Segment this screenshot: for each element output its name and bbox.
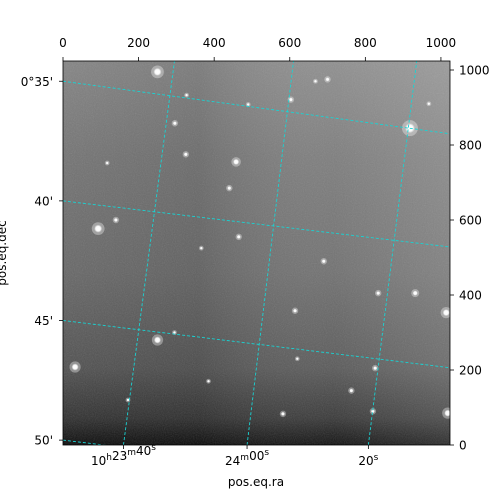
star bbox=[293, 308, 298, 313]
star bbox=[376, 291, 381, 296]
star bbox=[153, 336, 161, 344]
top-tick-label: 800 bbox=[354, 36, 377, 50]
dec-grid-line bbox=[63, 80, 450, 135]
dec-tick-label: 45' bbox=[34, 314, 53, 328]
right-tick-label: 400 bbox=[459, 289, 482, 303]
star bbox=[349, 388, 354, 393]
star bbox=[105, 161, 109, 165]
star bbox=[288, 97, 293, 102]
y-axis-title: pos.eq.dec bbox=[0, 220, 9, 285]
x-axis-title: pos.eq.ra bbox=[228, 475, 284, 489]
plot-frame bbox=[62, 60, 451, 446]
top-tick-label: 200 bbox=[127, 36, 150, 50]
star bbox=[373, 366, 378, 371]
ra-grid-line bbox=[367, 61, 418, 445]
ra-tick-label: 20s bbox=[358, 453, 378, 468]
right-tick-label: 0 bbox=[459, 439, 467, 453]
coordinate-grid bbox=[63, 61, 450, 445]
right-tick-label: 200 bbox=[459, 364, 482, 378]
star bbox=[321, 259, 326, 264]
star bbox=[370, 409, 375, 414]
dec-tick-label: 0°35' bbox=[21, 75, 53, 89]
dec-tick-label: 40' bbox=[34, 194, 53, 208]
right-tick-label: 600 bbox=[459, 214, 482, 228]
star bbox=[183, 152, 188, 157]
star bbox=[246, 103, 250, 106]
star bbox=[94, 224, 103, 233]
axes: 0 200 400 600 800 1000 0 200 400 600 800 1000 10h23m… bbox=[21, 36, 490, 468]
star bbox=[227, 186, 232, 191]
star bbox=[199, 246, 203, 250]
image-plot-area bbox=[63, 61, 450, 445]
star bbox=[172, 331, 176, 334]
right-tick-label: 1000 bbox=[459, 64, 490, 78]
star bbox=[236, 234, 241, 239]
star bbox=[207, 379, 211, 383]
top-tick-label: 600 bbox=[278, 36, 301, 50]
star bbox=[295, 357, 299, 361]
star bbox=[313, 79, 317, 83]
dec-tick-label: 50' bbox=[34, 434, 53, 448]
star bbox=[325, 77, 330, 82]
sky-noise bbox=[63, 61, 450, 445]
star bbox=[153, 67, 162, 76]
star bbox=[427, 102, 431, 106]
ra-grid-line bbox=[123, 61, 175, 445]
star bbox=[71, 363, 79, 371]
star bbox=[126, 398, 130, 402]
star bbox=[280, 411, 285, 416]
top-tick-label: 400 bbox=[203, 36, 226, 50]
right-tick-label: 800 bbox=[459, 139, 482, 153]
star bbox=[412, 290, 418, 296]
ra-tick-label: 24m00s bbox=[225, 448, 269, 468]
star bbox=[442, 309, 450, 317]
star bbox=[444, 409, 450, 417]
star bbox=[113, 218, 118, 222]
star bbox=[233, 158, 240, 165]
ra-grid-line bbox=[246, 61, 294, 445]
star bbox=[172, 121, 177, 126]
ra-tick-label: 10h23m40s bbox=[91, 443, 156, 468]
top-tick-label: 1000 bbox=[426, 36, 457, 50]
top-tick-label: 0 bbox=[59, 36, 67, 50]
star bbox=[185, 93, 189, 97]
